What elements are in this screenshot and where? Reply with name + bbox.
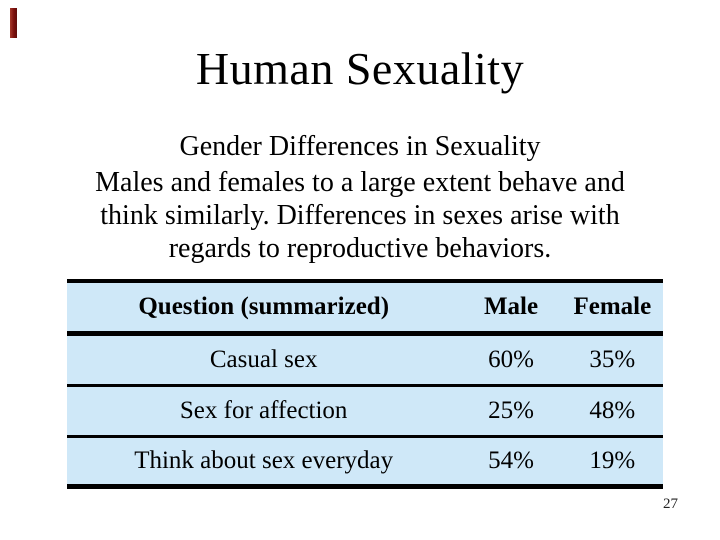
table-header-row: Question (summarized) Male Female <box>67 283 663 336</box>
page-number: 27 <box>663 496 678 512</box>
row-female-value: 19% <box>589 447 636 474</box>
row-question: Casual sex <box>209 346 318 373</box>
body-line: think similarly. Differences in sexes ar… <box>100 200 620 231</box>
slide-accent-bar <box>10 8 17 38</box>
header-male: Male <box>483 293 539 320</box>
gender-differences-table: Question (summarized) Male Female Casual… <box>67 279 663 489</box>
row-male-value: 60% <box>488 346 534 373</box>
row-question: Sex for affection <box>179 397 348 424</box>
row-question: Think about sex everyday <box>134 447 394 474</box>
row-female-value: 48% <box>589 397 636 424</box>
header-female: Female <box>573 293 652 320</box>
table-row: Think about sex everyday 54% 19% <box>67 438 663 489</box>
slide-subtitle: Gender Differences in Sexuality <box>179 131 541 162</box>
body-line: regards to reproductive behaviors. <box>168 233 552 264</box>
table-row: Sex for affection 25% 48% <box>67 387 663 438</box>
body-line: Males and females to a large extent beha… <box>95 167 625 198</box>
row-male-value: 25% <box>488 397 534 424</box>
header-question: Question (summarized) <box>138 293 390 320</box>
row-male-value: 54% <box>488 447 534 474</box>
slide-title: Human Sexuality <box>195 43 525 94</box>
table-row: Casual sex 60% 35% <box>67 336 663 387</box>
body-paragraph: Males and females to a large extent beha… <box>30 166 690 265</box>
row-female-value: 35% <box>589 346 636 373</box>
